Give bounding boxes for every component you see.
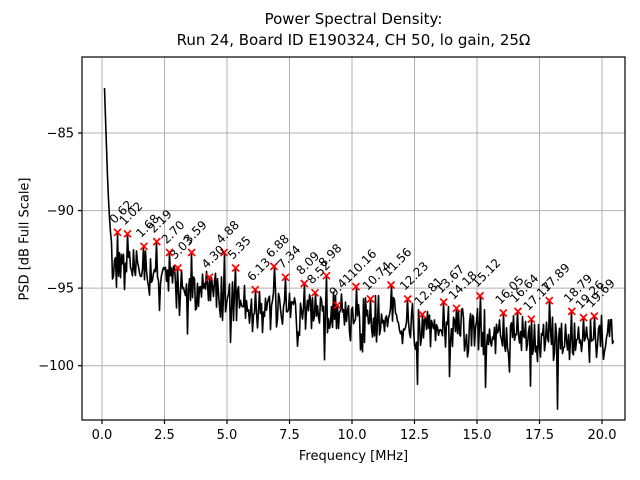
- peak-marker-x: [527, 315, 536, 324]
- peak-marker-x: [231, 263, 240, 273]
- psd-curve: [103, 87, 615, 410]
- peak-marker-x: [187, 248, 196, 257]
- peak-marker-x: [418, 310, 427, 319]
- peak-marker-x: [439, 297, 448, 307]
- x-tick-label: 17.5: [525, 428, 554, 443]
- peak-marker-x: [452, 304, 461, 313]
- peak-marker-x: [579, 313, 588, 322]
- x-tick-label: 12.5: [400, 428, 429, 443]
- peak-marker-x: [590, 311, 599, 321]
- peak-marker-x: [300, 279, 309, 288]
- peak-marker-x: [333, 301, 342, 310]
- x-tick-label: 2.5: [154, 428, 175, 443]
- peak-marker-x: [403, 294, 412, 304]
- plot-border: [81, 56, 626, 421]
- x-tick-label: 5.0: [217, 428, 238, 443]
- peak-marker-x: [567, 307, 576, 316]
- chart-title: Power Spectral Density: Run 24, Board ID…: [82, 9, 625, 51]
- peak-marker-x: [219, 248, 229, 257]
- axis-ticks: [78, 132, 603, 424]
- peak-marker-x: [139, 242, 149, 251]
- x-tick-label: 0.0: [92, 428, 113, 443]
- peak-marker-x: [351, 282, 361, 291]
- psd-trace-group: [103, 87, 615, 410]
- axis-tick-labels: 0.0 2.5 5.0 7.5 10.0 12.5 15.0 17.5 20.0 −85 −90 −9…: [38, 127, 616, 443]
- chart-title-line1: Power Spectral Density:: [264, 10, 443, 28]
- x-tick-label: 7.5: [279, 428, 300, 443]
- x-tick-label: 10.0: [338, 428, 367, 443]
- y-tick-label: −95: [47, 282, 74, 297]
- peak-marker-x: [165, 248, 174, 257]
- grid-lines: [82, 57, 625, 420]
- peak-marker-x: [386, 280, 396, 290]
- x-tick-label: 20.0: [588, 428, 617, 443]
- peak-marker-x: [123, 229, 132, 238]
- x-tick-label: 15.0: [463, 428, 492, 443]
- peak-marker-x: [173, 263, 182, 273]
- peak-marker-x: [310, 288, 320, 297]
- y-tick-label: −85: [47, 127, 74, 142]
- peak-marker-x: [269, 262, 279, 271]
- peak-marker-x: [152, 237, 161, 246]
- peak-marker-x: [366, 294, 375, 304]
- peak-label: 6.13: [244, 255, 273, 284]
- peak-marker-x: [113, 228, 122, 237]
- peak-marker-x: [251, 285, 260, 294]
- peak-marker-x: [545, 296, 554, 305]
- peak-marker-x: [499, 308, 508, 318]
- peak-label: 3.59: [181, 218, 210, 247]
- peak-labels: 0.621.021.682.192.703.033.594.304.885.35…: [107, 198, 618, 314]
- y-tick-label: −100: [38, 359, 74, 374]
- chart-title-line2: Run 24, Board ID E190324, CH 50, lo gain…: [176, 31, 531, 49]
- peak-marker-x: [322, 271, 331, 280]
- y-tick-label: −90: [47, 204, 74, 219]
- peak-marker-x: [475, 291, 485, 301]
- peak-marker-x: [205, 273, 214, 282]
- peak-marker-x: [281, 273, 290, 282]
- peak-marker-x: [513, 307, 523, 316]
- x-axis-label: Frequency [MHz]: [298, 449, 409, 464]
- peak-markers: [113, 228, 599, 324]
- peak-label: 4.30: [199, 243, 228, 272]
